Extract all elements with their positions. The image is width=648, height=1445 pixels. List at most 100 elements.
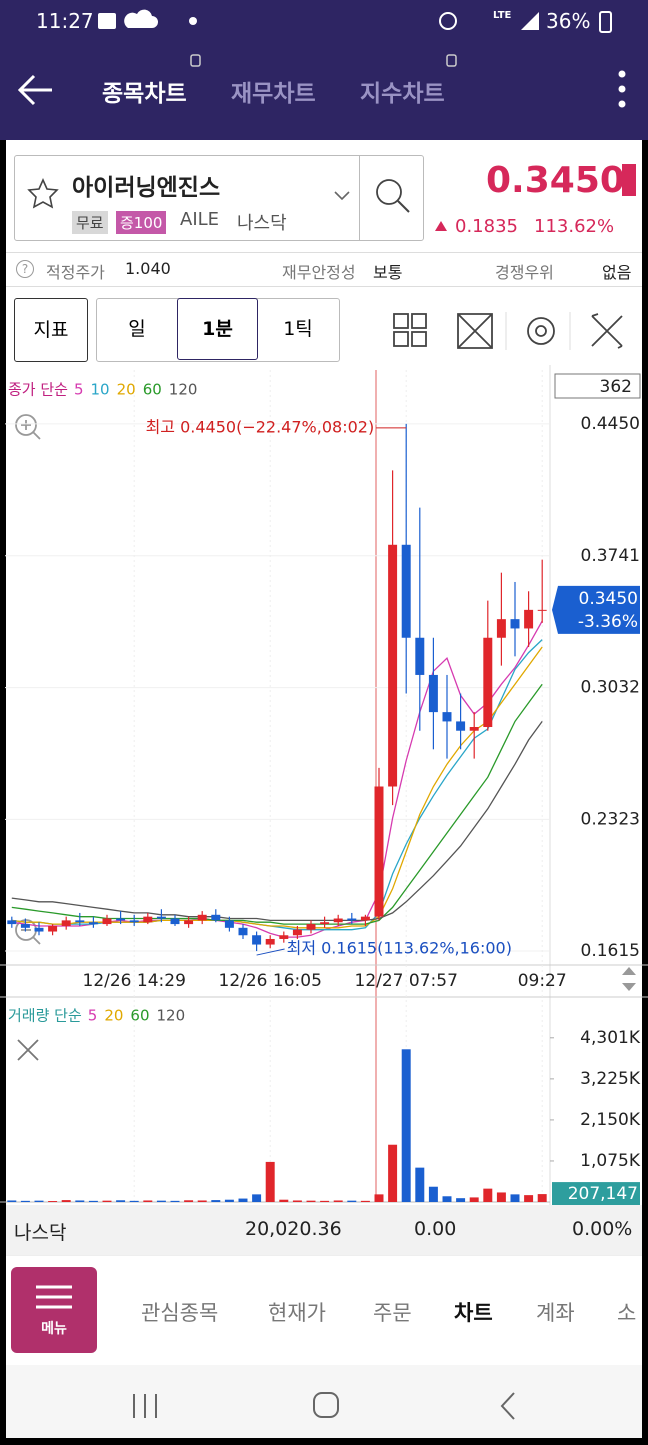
info-label: 경쟁우위: [495, 263, 554, 282]
volume-bar: [292, 1200, 302, 1202]
tab-icon: [190, 54, 201, 67]
y-tick-label: 0.1615: [581, 941, 640, 961]
nav-item[interactable]: 소: [617, 1301, 637, 1325]
candle-body: [75, 920, 85, 923]
settings-icon[interactable]: [535, 325, 547, 337]
period-button[interactable]: 일: [128, 318, 146, 340]
more-menu[interactable]: [618, 100, 626, 108]
candle-body: [184, 920, 194, 925]
period-button[interactable]: 1틱: [283, 318, 313, 340]
y-tick-label: 0.3032: [581, 678, 640, 698]
more-menu[interactable]: [618, 70, 626, 78]
menu-button[interactable]: [11, 1267, 97, 1353]
price-tag-value: 0.3450: [579, 589, 638, 609]
price-change-pct: 113.62%: [534, 216, 615, 237]
volume-bar: [61, 1200, 71, 1202]
volume-bar: [306, 1200, 316, 1202]
back-nav[interactable]: [500, 1392, 515, 1420]
candle-body: [524, 609, 534, 629]
home-button[interactable]: [313, 1392, 339, 1418]
candle-body: [537, 609, 547, 611]
zoom-in[interactable]: [15, 414, 37, 436]
low-annotation: 최저 0.1615(113.62%,16:00): [287, 939, 512, 958]
settings-icon[interactable]: [527, 317, 555, 345]
candle-body: [469, 727, 479, 731]
tab[interactable]: 종목차트: [102, 81, 187, 107]
expand-icon[interactable]: [457, 313, 493, 349]
more-menu[interactable]: [618, 85, 626, 93]
candle-body: [224, 920, 234, 928]
volume-bar: [279, 1199, 289, 1202]
back-button[interactable]: [17, 74, 52, 106]
divider: [505, 312, 571, 350]
volume-bar: [211, 1200, 221, 1202]
volume-bar: [360, 1200, 370, 1202]
candle-body: [102, 918, 112, 925]
status-icon: [439, 12, 457, 30]
nav-item[interactable]: 현재가: [268, 1301, 326, 1325]
period-button[interactable]: 1분: [177, 298, 258, 360]
scroll-arrows[interactable]: [622, 967, 636, 991]
nav-item[interactable]: 관심종목: [141, 1301, 219, 1325]
candle-body: [333, 918, 343, 923]
y-tick-label: 4,301K: [580, 1028, 641, 1048]
divider: [359, 155, 360, 241]
price-tag-change: -3.36%: [578, 612, 638, 632]
volume-bar: [34, 1200, 44, 1202]
legend-item: 120: [157, 1007, 186, 1025]
volume-bar: [156, 1200, 166, 1202]
candle-body: [143, 916, 153, 923]
status-network: LTE: [493, 10, 512, 21]
close-panel[interactable]: [17, 1039, 39, 1061]
volume-bar: [75, 1200, 85, 1202]
info-value: 없음: [602, 263, 632, 282]
divider: [6, 252, 642, 253]
candle-body: [388, 544, 398, 787]
favorite-star[interactable]: [27, 178, 59, 209]
legend-item: 60: [143, 381, 162, 399]
stock-box[interactable]: [14, 155, 424, 241]
tab[interactable]: 지수차트: [360, 81, 445, 107]
volume-bar: [320, 1200, 330, 1202]
search-icon[interactable]: [376, 179, 402, 205]
tab-icon: [446, 54, 457, 67]
y-tick-label: 0.2323: [581, 809, 640, 829]
volume-bar: [102, 1200, 112, 1202]
nav-item[interactable]: 계좌: [536, 1301, 575, 1325]
layout-icon[interactable]: [411, 331, 427, 347]
info-label: 적정주가: [46, 263, 105, 282]
candle-body: [374, 786, 384, 917]
layout-icon[interactable]: [393, 331, 409, 347]
candle-body: [129, 920, 139, 923]
ma-line: [11, 639, 543, 931]
recent-apps[interactable]: [133, 1394, 157, 1418]
status-icon: [599, 11, 612, 33]
dropdown-arrow[interactable]: [334, 191, 350, 201]
layout-icon[interactable]: [393, 313, 409, 329]
x-tick-label: 12/26 14:29: [83, 971, 186, 991]
nav-item[interactable]: 차트: [454, 1301, 493, 1325]
help-icon[interactable]: ?: [16, 260, 34, 278]
x-tick-label: 12/26 16:05: [219, 971, 322, 991]
zoom-in[interactable]: [21, 420, 41, 440]
header-icons: [17, 9, 626, 108]
candle-body: [483, 637, 493, 727]
status-time: 11:27: [36, 9, 94, 33]
chart: 362 0.4450 0.3741 0.3032 0.2323 0.1615 12/26 …: [0, 365, 648, 1205]
system-nav: [6, 1365, 642, 1438]
nav-item[interactable]: 주문: [373, 1301, 412, 1325]
layout-icon[interactable]: [411, 313, 427, 329]
search-icon[interactable]: [397, 200, 410, 213]
tab[interactable]: 재무차트: [231, 81, 316, 107]
zoom-out[interactable]: [21, 929, 41, 945]
volume-bar: [524, 1195, 534, 1202]
tools-icon[interactable]: [591, 313, 623, 349]
candle-body: [279, 935, 289, 939]
indicator-button[interactable]: 지표: [14, 298, 88, 362]
legend-item: 20: [104, 1007, 123, 1025]
market: 나스닥: [237, 213, 287, 234]
high-annotation: 최고 0.4450(−22.47%,08:02): [146, 417, 375, 436]
status-icon: [521, 12, 539, 30]
volume-tag-label: 207,147: [568, 1184, 638, 1204]
